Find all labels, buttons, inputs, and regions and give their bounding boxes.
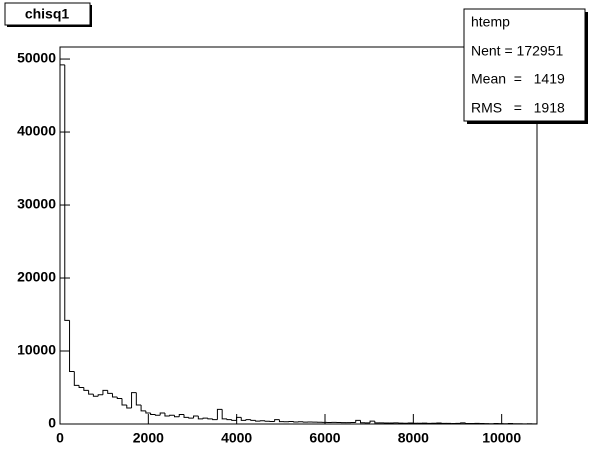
bin <box>107 390 113 394</box>
bin <box>111 393 118 398</box>
bin <box>245 419 251 421</box>
bin <box>264 420 270 422</box>
y-tick-label: 30000 <box>17 196 56 212</box>
bin <box>150 413 156 416</box>
bin <box>274 419 280 422</box>
x-tick-label: 2000 <box>133 430 164 446</box>
bin <box>173 415 180 418</box>
bin <box>374 421 380 424</box>
bin <box>64 64 70 321</box>
bin <box>255 420 261 422</box>
bin <box>212 418 218 421</box>
x-tick-label: 10000 <box>482 430 521 446</box>
bin <box>460 422 466 424</box>
x-tick-label: 4000 <box>221 430 252 446</box>
title-box <box>4 2 91 26</box>
bin <box>135 392 142 406</box>
x-tick-label: 8000 <box>398 430 429 446</box>
bin <box>369 420 375 423</box>
bin <box>193 415 199 419</box>
bin <box>188 417 194 419</box>
stats-name: htemp <box>471 14 510 30</box>
bin <box>102 389 108 395</box>
bin <box>131 392 137 408</box>
bin <box>250 419 256 421</box>
stats-line: RMS = 1918 <box>471 100 565 116</box>
bin <box>164 413 170 417</box>
bin <box>226 418 232 421</box>
bin <box>231 419 237 421</box>
bin <box>69 320 75 372</box>
bin <box>83 387 89 391</box>
bin <box>73 371 80 386</box>
bin <box>116 396 123 399</box>
bin <box>59 64 65 424</box>
bin <box>235 416 242 421</box>
bin <box>92 394 99 397</box>
y-tick-label: 40000 <box>17 123 56 139</box>
bin <box>216 408 223 420</box>
bin <box>221 409 227 420</box>
bin <box>140 405 146 412</box>
bin <box>126 405 132 409</box>
bin <box>278 419 285 423</box>
x-tick-label: 0 <box>56 430 64 446</box>
bin <box>145 410 151 414</box>
y-tick-label: 50000 <box>17 50 56 66</box>
y-tick-label: 0 <box>48 415 56 431</box>
bin <box>464 422 471 425</box>
bin <box>178 414 185 417</box>
stats-box <box>463 8 586 122</box>
bin <box>154 414 161 416</box>
bin <box>355 419 361 423</box>
x-tick-label: 6000 <box>309 430 340 446</box>
bin <box>78 385 84 389</box>
bin <box>88 390 94 395</box>
stats-line: Mean = 1419 <box>471 71 565 87</box>
bin <box>202 417 208 419</box>
y-tick-label: 10000 <box>17 342 56 358</box>
bin <box>183 414 189 418</box>
bin <box>159 412 165 416</box>
bin <box>197 415 204 420</box>
bin <box>293 421 299 423</box>
bin <box>207 418 213 420</box>
stats-line: Nent = 172951 <box>471 43 563 59</box>
bin <box>360 420 366 424</box>
y-tick-label: 20000 <box>17 269 56 285</box>
bin <box>97 394 103 397</box>
bin <box>169 414 175 416</box>
bin <box>240 417 247 421</box>
chart-title: chisq1 <box>25 6 70 22</box>
bin <box>121 398 127 406</box>
